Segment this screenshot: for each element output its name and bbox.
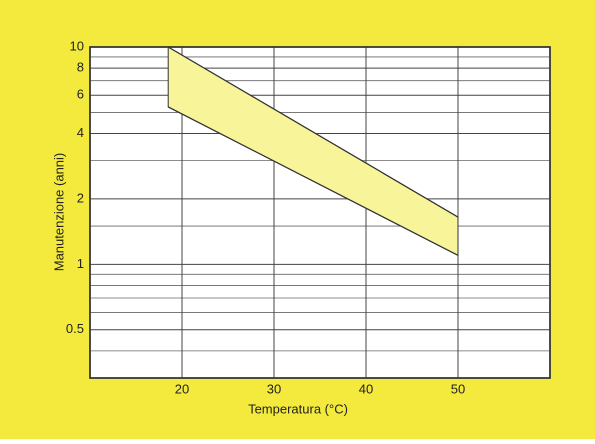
y-tick-label: 4: [77, 125, 84, 140]
y-tick-label: 0.5: [66, 321, 84, 336]
plot-area: [89, 46, 551, 379]
y-tick-label: 2: [77, 190, 84, 205]
y-tick-label: 1: [77, 256, 84, 271]
x-tick-label: 40: [359, 381, 373, 396]
band-edge: [167, 46, 459, 218]
band-edge: [167, 106, 459, 256]
x-tick-label: 20: [175, 381, 189, 396]
y-tick-label: 6: [77, 87, 84, 102]
y-axis-label: Manutenzione (anni): [51, 153, 66, 272]
x-tick-label: 30: [267, 381, 281, 396]
y-tick-label: 10: [70, 38, 84, 53]
y-tick-label: 8: [77, 60, 84, 75]
x-axis-label: Temperatura (°C): [248, 401, 348, 416]
plot-area: [89, 46, 551, 379]
x-tick-label: 50: [451, 381, 465, 396]
